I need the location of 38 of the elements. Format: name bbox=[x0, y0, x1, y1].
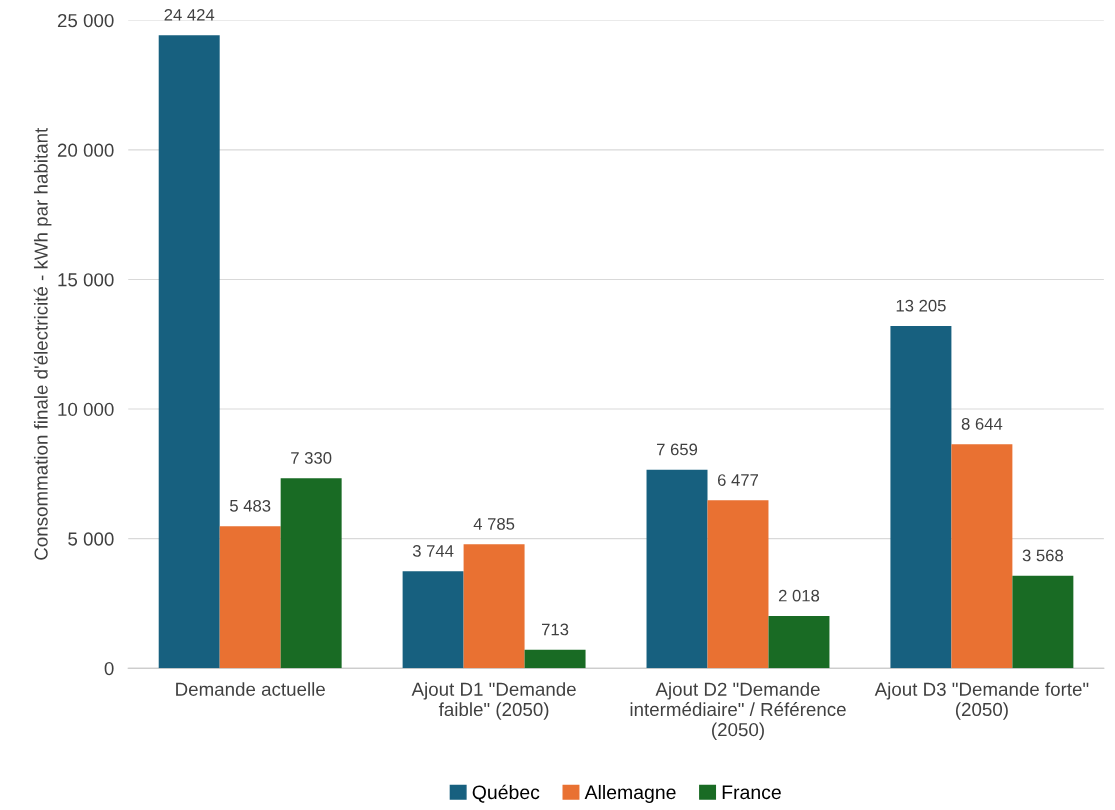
y-axis-title: Consommation finale d'électricité - kWh par habitant bbox=[33, 127, 52, 560]
bar bbox=[768, 615, 830, 669]
y-tick-label: 10 000 bbox=[58, 402, 114, 417]
data-label: 5 483 bbox=[229, 499, 271, 512]
legend-label: Québec bbox=[472, 784, 540, 803]
bar bbox=[524, 649, 586, 669]
data-label: 8 644 bbox=[961, 417, 1003, 430]
y-tick-label: 5 000 bbox=[68, 532, 114, 546]
bar bbox=[951, 444, 1013, 669]
bar bbox=[280, 478, 342, 669]
bar bbox=[707, 500, 769, 669]
bar bbox=[402, 571, 464, 669]
bar bbox=[646, 469, 708, 669]
bar bbox=[219, 526, 281, 669]
y-tick-label: 0 bbox=[104, 661, 114, 676]
data-label: 7 330 bbox=[291, 452, 332, 464]
y-tick-label: 15 000 bbox=[58, 273, 114, 287]
bar bbox=[158, 35, 220, 669]
data-label: 713 bbox=[542, 623, 569, 636]
data-label: 3 568 bbox=[1022, 549, 1063, 562]
bar bbox=[463, 544, 525, 669]
data-label: 7 659 bbox=[657, 443, 698, 456]
data-label: 24 424 bbox=[164, 8, 215, 21]
x-tick-label: Ajout D1 "Demande faible" (2050) bbox=[411, 682, 576, 720]
legend-label: Allemagne bbox=[584, 784, 676, 804]
bar bbox=[1012, 575, 1074, 669]
x-tick-label: Ajout D3 "Demande forte" (2050) bbox=[874, 682, 1089, 720]
y-tick-label: 20 000 bbox=[57, 143, 114, 157]
legend-label: France bbox=[722, 785, 781, 800]
data-label: 3 744 bbox=[412, 545, 454, 557]
x-tick-label: Demande actuelle bbox=[176, 682, 325, 696]
data-label: 4 785 bbox=[473, 518, 515, 530]
y-tick-label: 25 000 bbox=[57, 13, 114, 28]
bar bbox=[890, 325, 952, 669]
x-tick-label: Ajout D2 "Demande intermédiaire" / Référence (2050) bbox=[630, 682, 846, 740]
data-label: 6 477 bbox=[717, 474, 759, 486]
data-label: 13 205 bbox=[896, 299, 946, 312]
data-label: 2 018 bbox=[778, 589, 820, 602]
